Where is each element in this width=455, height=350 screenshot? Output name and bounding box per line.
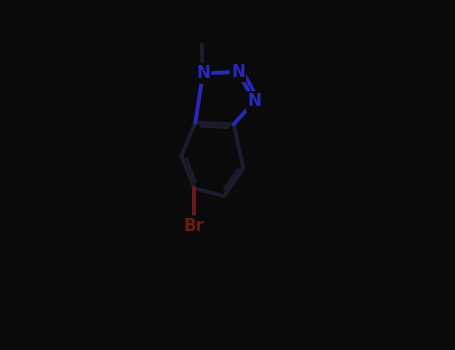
Text: N: N	[196, 64, 210, 83]
Text: N: N	[247, 92, 261, 111]
Text: N: N	[231, 63, 245, 81]
Text: Br: Br	[184, 217, 205, 235]
